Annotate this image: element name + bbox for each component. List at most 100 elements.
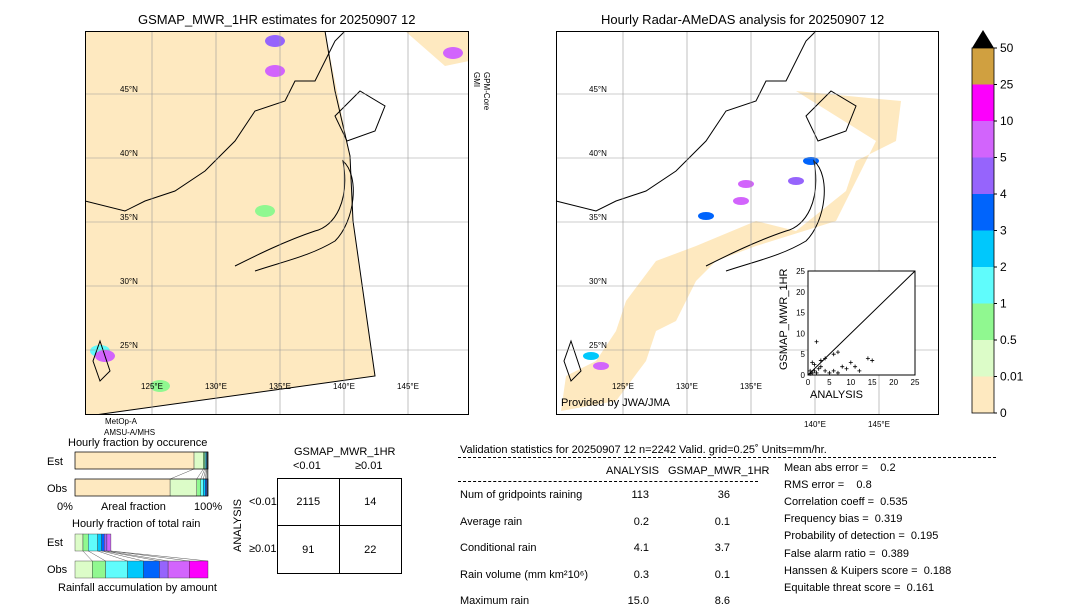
occ-min-label: 0% xyxy=(57,501,73,513)
lat-tick-label: 30°N xyxy=(120,277,138,286)
connector-line xyxy=(101,550,144,562)
stats-row-gsmap: 3.7 xyxy=(714,542,730,554)
lon-tick-label: 130°E xyxy=(676,382,698,391)
est-bar-segment xyxy=(82,533,89,552)
colorbar-label: 3 xyxy=(1000,224,1007,238)
coastline-japan xyxy=(234,159,354,272)
connector-line xyxy=(203,468,206,480)
connector-line xyxy=(196,468,204,480)
est-bar-segment xyxy=(88,533,98,552)
contingency-title: GSMAP_MWR_1HR xyxy=(294,446,396,458)
connector-line xyxy=(82,550,93,562)
score-line: Frequency bias = 0.319 xyxy=(784,513,903,526)
obs-bar-segment xyxy=(127,560,144,579)
rain-blob xyxy=(583,352,599,360)
rain-blob xyxy=(593,362,609,370)
scatter-point xyxy=(810,360,815,365)
lon-tick-label: 125°E xyxy=(612,382,634,391)
lon-tick-label: 130°E xyxy=(205,382,227,391)
coastline-hokkaido xyxy=(334,90,386,142)
rain-blob xyxy=(733,197,749,205)
obs-bar-segment xyxy=(189,560,209,579)
coastline-hokkaido xyxy=(805,90,857,142)
colorbar-label: 10 xyxy=(1000,114,1014,128)
colorbar-label: 25 xyxy=(1000,78,1014,92)
connector-line xyxy=(97,550,128,562)
scatter-ytick: 15 xyxy=(796,309,805,318)
colorbar-segment xyxy=(972,194,994,231)
est-bar-segment xyxy=(101,533,105,552)
swath-edge xyxy=(94,31,376,415)
scatter-ylabel: GSMAP_MWR_1HR xyxy=(778,268,790,370)
scatter-point xyxy=(840,364,845,369)
colorbar-extend-arrow xyxy=(972,30,994,48)
coastline-taiwan xyxy=(563,339,582,382)
connector-line xyxy=(110,550,190,562)
est-bar-segment xyxy=(104,533,108,552)
coastline-japan xyxy=(705,159,825,272)
lon-tick-label: 140°E xyxy=(804,420,826,429)
rain-xlabel: Rainfall accumulation by amount xyxy=(58,582,217,594)
scatter-ytick: 0 xyxy=(801,371,806,380)
contingency-col-1: ≥0.01 xyxy=(355,460,383,472)
left-map-title: GSMAP_MWR_1HR estimates for 20250907 12 xyxy=(138,12,416,27)
scatter-xtick: 25 xyxy=(911,378,920,387)
colorbar-segment xyxy=(972,121,994,158)
connector-line xyxy=(88,550,106,562)
score-line: False alarm ratio = 0.389 xyxy=(784,547,910,560)
scatter-point xyxy=(870,358,875,363)
rain-blob xyxy=(255,205,275,217)
cell-false-alarm: 14 xyxy=(339,479,401,526)
colorbar-label: 0.5 xyxy=(1000,333,1017,347)
est-bar-segment xyxy=(106,533,112,552)
sensor-label-right: GPM-Core GMI xyxy=(472,72,491,111)
scatter-inset: 00 5 5 10 10 15 15 20 20 25 25 xyxy=(796,267,920,387)
scatter-point xyxy=(853,364,858,369)
stats-row-analysis: 0.2 xyxy=(633,515,649,528)
stats-row-analysis: 4.1 xyxy=(633,542,649,554)
stats-row-analysis: 113 xyxy=(631,489,649,501)
scatter-point xyxy=(814,339,819,344)
connector-line xyxy=(200,468,205,480)
scatter-xlabel: ANALYSIS xyxy=(810,389,863,401)
stats-row-label: Rain volume (mm km²10⁶) xyxy=(460,568,588,581)
scatter-point xyxy=(818,364,823,369)
lon-tick-label: 145°E xyxy=(397,382,419,391)
stats-row-gsmap: 0.1 xyxy=(714,515,730,528)
scatter-point xyxy=(848,360,853,365)
stats-row-gsmap: 0.1 xyxy=(714,568,730,581)
scatter-point xyxy=(818,358,823,363)
rain-blob xyxy=(698,212,714,220)
obs-bar-segment xyxy=(92,560,106,579)
scatter-point xyxy=(814,370,819,375)
colorbar-segment xyxy=(972,230,994,267)
connector-line xyxy=(110,550,209,562)
obs-bar-segment xyxy=(159,560,169,579)
colorbar-segment xyxy=(972,267,994,304)
stats-row-label: Num of gridpoints raining xyxy=(460,489,583,501)
cell-hit: 22 xyxy=(364,543,377,556)
obs-bar-segment xyxy=(203,478,206,497)
colorbar-segment xyxy=(972,376,994,413)
scatter-xtick: 20 xyxy=(889,378,898,387)
rain-blob xyxy=(265,65,285,77)
connector-line xyxy=(104,550,160,562)
satellite-swath xyxy=(85,31,375,415)
colorbar: 0 0.01 0.5 1 2 3 4 5 10 25 50 xyxy=(971,30,1024,420)
score-line: Equitable threat score = 0.161 xyxy=(784,581,935,594)
scatter-point xyxy=(810,370,815,375)
lat-tick-label: 30°N xyxy=(589,277,607,286)
obs-bar-frame xyxy=(74,478,209,497)
scatter-point xyxy=(816,366,821,371)
stats-divider xyxy=(458,457,996,458)
scatter-xtick: 5 xyxy=(827,378,832,387)
obs-bar-segment xyxy=(74,560,93,579)
stats-col-gsmap: GSMAP_MWR_1HR xyxy=(668,465,770,477)
rain-blob xyxy=(265,35,285,47)
lat-tick-label: 35°N xyxy=(589,213,607,222)
scatter-xtick: 0 xyxy=(806,378,811,387)
contingency-row-1: ≥0.01 xyxy=(249,543,277,555)
stats-row-gsmap: 36 xyxy=(717,489,730,501)
scatter-point xyxy=(812,362,817,367)
colorbar-segment xyxy=(972,340,994,377)
